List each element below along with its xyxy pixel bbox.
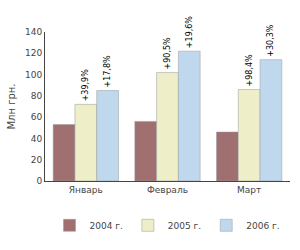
svg-text:100: 100 xyxy=(25,70,42,80)
svg-text:120: 120 xyxy=(25,48,42,58)
svg-text:+17,8%: +17,8% xyxy=(103,55,112,88)
svg-text:+30,3%: +30,3% xyxy=(266,24,275,57)
svg-text:Млн грн.: Млн грн. xyxy=(6,83,17,129)
svg-text:Март: Март xyxy=(237,185,261,195)
svg-text:+90,5%: +90,5% xyxy=(163,37,172,70)
svg-text:Февраль: Февраль xyxy=(147,185,188,195)
svg-text:140: 140 xyxy=(25,27,42,37)
svg-text:2006 г.: 2006 г. xyxy=(246,221,279,231)
svg-text:+39,9%: +39,9% xyxy=(81,69,90,102)
svg-text:+98,4%: +98,4% xyxy=(245,54,254,87)
svg-text:+19,6%: +19,6% xyxy=(185,16,194,49)
svg-text:20: 20 xyxy=(31,155,43,165)
svg-text:2005 г.: 2005 г. xyxy=(168,221,201,231)
svg-text:0: 0 xyxy=(36,176,42,186)
svg-text:40: 40 xyxy=(31,134,43,144)
svg-text:60: 60 xyxy=(31,112,43,122)
svg-text:2004 г.: 2004 г. xyxy=(90,221,123,231)
svg-text:80: 80 xyxy=(31,91,43,101)
svg-text:Январь: Январь xyxy=(69,185,103,195)
